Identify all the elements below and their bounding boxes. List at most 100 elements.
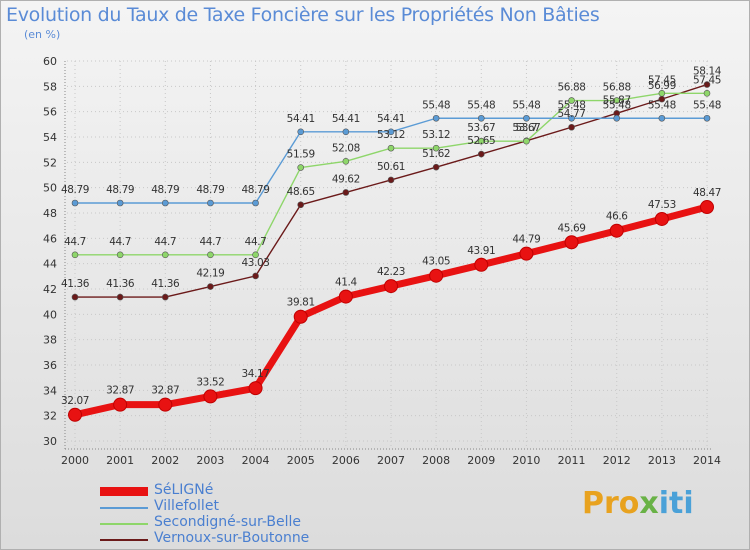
data-point [252, 251, 259, 259]
data-label: 57.45 [648, 74, 676, 86]
data-point [68, 407, 82, 422]
logo-part-iti: iti [658, 486, 694, 521]
data-label: 45.69 [558, 222, 586, 234]
legend-label: SéLIGNé [154, 482, 214, 498]
data-label: 44.7 [154, 236, 176, 248]
y-tick-label: 34 [43, 384, 57, 397]
data-label: 32.87 [106, 385, 134, 397]
data-label: 53.67 [467, 122, 495, 134]
data-label: 55.48 [467, 99, 495, 111]
y-tick-label: 36 [43, 359, 57, 372]
data-label: 33.52 [196, 376, 224, 388]
data-point [523, 114, 530, 122]
line-chart: 30 32 34 36 38 40 42 44 46 48 50 52 54 56 58 60 2000 2001… [43, 55, 722, 467]
x-tick-label: 2011 [558, 454, 586, 467]
data-label: 55.48 [693, 99, 721, 111]
y-tick-label: 32 [43, 410, 57, 423]
data-label: 47.53 [648, 199, 676, 211]
data-point [203, 389, 218, 404]
data-label: 46.6 [606, 211, 628, 223]
data-label: 52.08 [332, 142, 360, 154]
legend-swatch [100, 539, 148, 541]
logo-part-x: x [639, 486, 659, 521]
y-tick-label: 40 [43, 308, 57, 321]
legend-item: Villefollet [100, 498, 340, 516]
data-label: 54.77 [558, 108, 586, 120]
y-tick-label: 60 [43, 55, 57, 68]
y-tick-label: 54 [43, 131, 57, 144]
data-point [116, 251, 124, 259]
y-tick-label: 52 [43, 156, 57, 169]
data-point [519, 246, 534, 261]
x-tick-label: 2004 [242, 454, 270, 467]
data-label: 50.61 [377, 161, 405, 173]
y-tick-label: 58 [43, 80, 57, 93]
data-label: 42.19 [196, 268, 224, 280]
data-label: 48.79 [151, 184, 179, 196]
y-tick-label: 46 [43, 232, 57, 245]
data-point [432, 114, 440, 122]
data-label: 55.48 [512, 99, 540, 111]
x-tick-label: 2003 [196, 454, 224, 467]
data-point [477, 150, 485, 158]
data-label: 58.14 [693, 66, 722, 78]
data-point [342, 189, 350, 196]
legend-swatch [100, 523, 148, 525]
data-label: 53.7 [516, 122, 538, 134]
chart-title: Evolution du Taux de Taxe Foncière sur l… [6, 4, 600, 26]
x-tick-label: 2005 [287, 454, 315, 467]
data-label: 41.36 [151, 278, 180, 290]
data-label: 32.07 [61, 395, 89, 407]
data-point [116, 199, 124, 207]
data-point [568, 123, 575, 131]
data-point [297, 128, 305, 136]
data-label: 34.17 [242, 368, 270, 380]
data-point [207, 251, 214, 259]
data-label: 43.03 [242, 257, 270, 269]
data-point [342, 128, 350, 136]
data-label: 48.79 [196, 184, 224, 196]
data-label: 48.79 [106, 184, 134, 196]
data-point [432, 163, 440, 171]
data-point [564, 235, 579, 250]
data-point [71, 251, 79, 259]
x-tick-label: 2010 [512, 454, 540, 467]
data-point [568, 114, 575, 122]
data-label: 54.41 [287, 113, 315, 125]
data-point [116, 293, 124, 301]
legend-item: SéLIGNé [100, 482, 340, 500]
data-label: 56.99 [648, 80, 676, 92]
data-point [613, 114, 621, 122]
data-point [71, 293, 79, 301]
data-label: 53.12 [422, 129, 450, 141]
y-tick-label: 38 [43, 334, 57, 347]
logo-part-pro: Pro [582, 486, 640, 521]
data-label: 55.48 [648, 99, 676, 111]
data-point [432, 144, 440, 152]
x-tick-label: 2002 [151, 454, 179, 467]
data-point [700, 200, 714, 215]
y-tick-label: 50 [43, 182, 57, 195]
data-label: 54.41 [332, 113, 360, 125]
data-point [474, 257, 489, 272]
x-tick-label: 2013 [648, 454, 676, 467]
x-tick-label: 2014 [693, 454, 721, 467]
data-point [297, 201, 305, 209]
data-point [71, 199, 79, 207]
data-label: 43.05 [422, 256, 450, 268]
data-label: 57.45 [693, 74, 721, 86]
legend-label: Villefollet [154, 498, 219, 514]
data-point [161, 199, 169, 207]
data-point [429, 268, 444, 283]
data-label: 42.23 [377, 266, 405, 278]
data-point [654, 211, 669, 226]
proxiti-logo: Proxiti [582, 486, 694, 521]
data-point [658, 90, 666, 97]
data-point [703, 90, 711, 97]
data-point [297, 164, 305, 171]
data-point [387, 128, 395, 136]
data-point [248, 381, 263, 396]
data-point [387, 144, 395, 152]
data-point [207, 283, 214, 290]
